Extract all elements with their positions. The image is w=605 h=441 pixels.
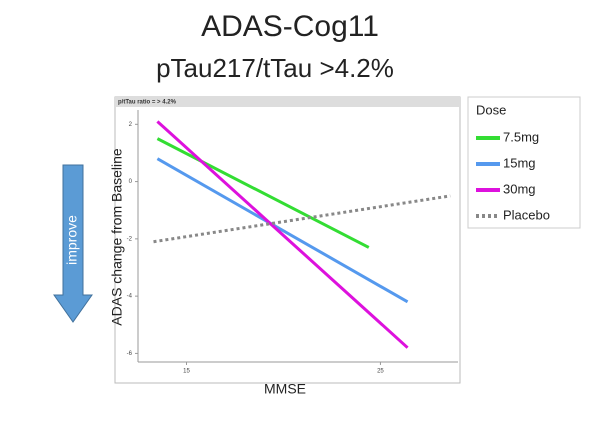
- y-tick-label: -6: [127, 351, 133, 357]
- chart-subtitle: pTau217/tTau >4.2%: [156, 53, 394, 83]
- y-tick-label: -4: [127, 294, 133, 300]
- legend-label: 15mg: [503, 155, 536, 170]
- x-axis-label: MMSE: [264, 381, 306, 397]
- x-tick-label: 15: [183, 369, 190, 375]
- panel-label: p/tTau ratio = > 4.2%: [118, 100, 177, 106]
- y-axis-label: ADAS change from Baseline: [109, 148, 125, 326]
- legend-label: 30mg: [503, 181, 536, 196]
- series-line: [153, 194, 451, 244]
- improve-arrow: [53, 164, 93, 323]
- y-tick-label: 0: [129, 179, 133, 185]
- legend-label: 7.5mg: [503, 129, 539, 144]
- series-line: [156, 157, 409, 304]
- arrow-label: improve: [64, 215, 80, 265]
- panel-header: [115, 97, 460, 107]
- legend-title: Dose: [476, 102, 506, 117]
- series-line: [156, 120, 409, 349]
- y-tick-label: 2: [129, 122, 133, 128]
- y-tick-label: -2: [127, 236, 133, 242]
- legend-label: Placebo: [503, 207, 550, 222]
- chart-title: ADAS-Cog11: [201, 10, 379, 43]
- series-line: [156, 137, 370, 249]
- x-tick-label: 25: [377, 369, 384, 375]
